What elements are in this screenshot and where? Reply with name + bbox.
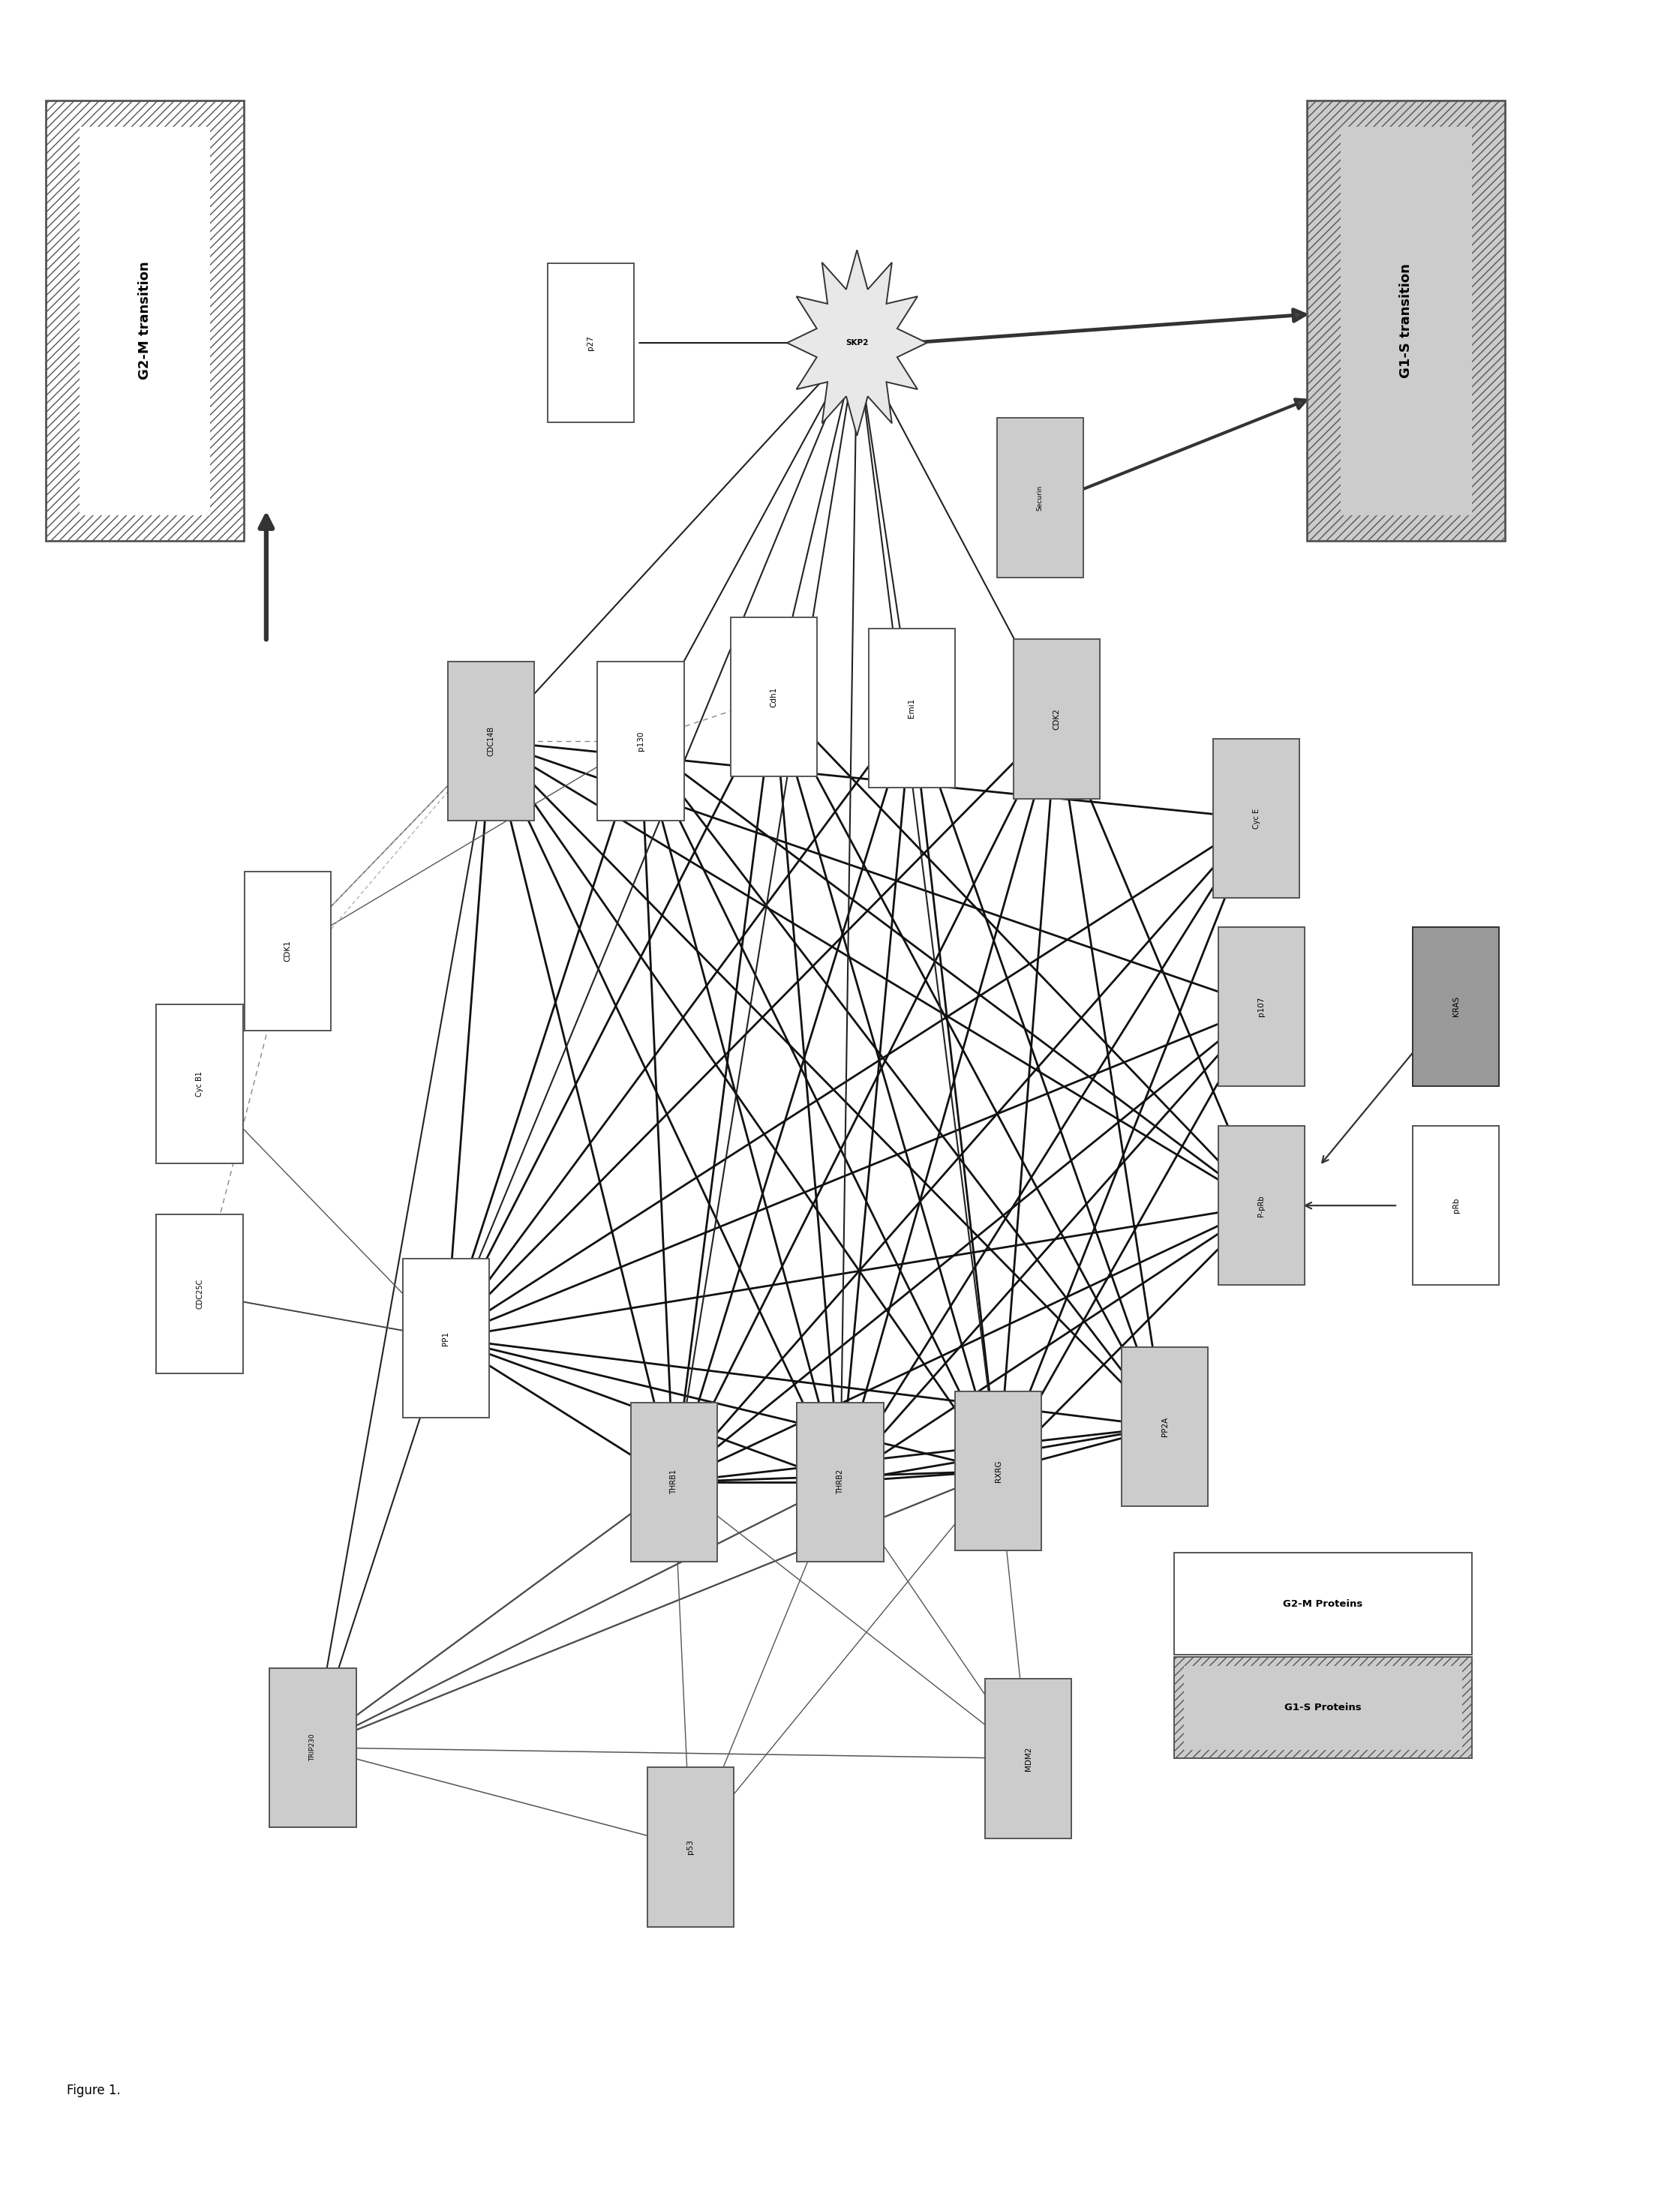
Text: p107: p107 bbox=[1258, 998, 1265, 1015]
FancyBboxPatch shape bbox=[1341, 126, 1471, 515]
FancyBboxPatch shape bbox=[797, 1402, 884, 1562]
Text: THRB2: THRB2 bbox=[837, 1469, 844, 1495]
Text: THRB1: THRB1 bbox=[671, 1469, 677, 1495]
Polygon shape bbox=[787, 250, 927, 436]
Text: KRAS: KRAS bbox=[1453, 995, 1459, 1018]
FancyBboxPatch shape bbox=[1413, 927, 1499, 1086]
Text: p130: p130 bbox=[637, 732, 644, 750]
FancyBboxPatch shape bbox=[1308, 100, 1504, 542]
Text: Figure 1.: Figure 1. bbox=[67, 2084, 120, 2097]
Text: CDC25C: CDC25C bbox=[196, 1279, 203, 1310]
Text: Emi1: Emi1 bbox=[909, 699, 915, 717]
FancyBboxPatch shape bbox=[245, 872, 331, 1031]
Text: PP1: PP1 bbox=[443, 1332, 449, 1345]
FancyBboxPatch shape bbox=[448, 661, 534, 821]
Text: CDK1: CDK1 bbox=[285, 940, 291, 962]
FancyBboxPatch shape bbox=[45, 100, 243, 542]
FancyBboxPatch shape bbox=[156, 1214, 243, 1374]
Text: CDC14B: CDC14B bbox=[488, 726, 494, 757]
Text: G1-S transition: G1-S transition bbox=[1399, 263, 1413, 378]
FancyBboxPatch shape bbox=[1122, 1347, 1208, 1506]
FancyBboxPatch shape bbox=[1413, 1126, 1499, 1285]
FancyBboxPatch shape bbox=[547, 263, 634, 422]
FancyBboxPatch shape bbox=[1218, 927, 1305, 1086]
FancyBboxPatch shape bbox=[730, 617, 817, 776]
FancyBboxPatch shape bbox=[985, 1679, 1072, 1838]
FancyBboxPatch shape bbox=[270, 1668, 356, 1827]
Text: Securin: Securin bbox=[1037, 484, 1043, 511]
Text: p27: p27 bbox=[587, 336, 594, 349]
FancyBboxPatch shape bbox=[869, 628, 955, 787]
Text: PP2A: PP2A bbox=[1161, 1418, 1168, 1436]
Text: G1-S Proteins: G1-S Proteins bbox=[1285, 1703, 1361, 1712]
FancyBboxPatch shape bbox=[1013, 639, 1100, 799]
Text: P-pRb: P-pRb bbox=[1258, 1194, 1265, 1217]
FancyBboxPatch shape bbox=[156, 1004, 243, 1164]
Text: p53: p53 bbox=[687, 1840, 694, 1854]
Text: CDK2: CDK2 bbox=[1053, 708, 1060, 730]
FancyBboxPatch shape bbox=[1213, 739, 1300, 898]
FancyBboxPatch shape bbox=[1173, 1553, 1473, 1655]
Text: Cyc E: Cyc E bbox=[1253, 807, 1260, 830]
Text: Cdh1: Cdh1 bbox=[770, 686, 777, 708]
Text: pRb: pRb bbox=[1453, 1199, 1459, 1212]
FancyBboxPatch shape bbox=[1218, 1126, 1305, 1285]
FancyBboxPatch shape bbox=[80, 126, 210, 515]
FancyBboxPatch shape bbox=[647, 1767, 734, 1927]
Text: SKP2: SKP2 bbox=[845, 338, 869, 347]
Text: RXRG: RXRG bbox=[995, 1460, 1002, 1482]
Text: Cyc B1: Cyc B1 bbox=[196, 1071, 203, 1097]
FancyBboxPatch shape bbox=[997, 418, 1083, 577]
Text: TRIP230: TRIP230 bbox=[310, 1734, 316, 1761]
FancyBboxPatch shape bbox=[1173, 1657, 1473, 1759]
Text: G2-M Proteins: G2-M Proteins bbox=[1283, 1599, 1363, 1608]
FancyBboxPatch shape bbox=[403, 1259, 489, 1418]
Text: MDM2: MDM2 bbox=[1025, 1747, 1032, 1770]
FancyBboxPatch shape bbox=[597, 661, 684, 821]
FancyBboxPatch shape bbox=[631, 1402, 717, 1562]
Text: G2-M transition: G2-M transition bbox=[138, 261, 151, 380]
FancyBboxPatch shape bbox=[955, 1391, 1042, 1551]
FancyBboxPatch shape bbox=[1183, 1666, 1463, 1750]
